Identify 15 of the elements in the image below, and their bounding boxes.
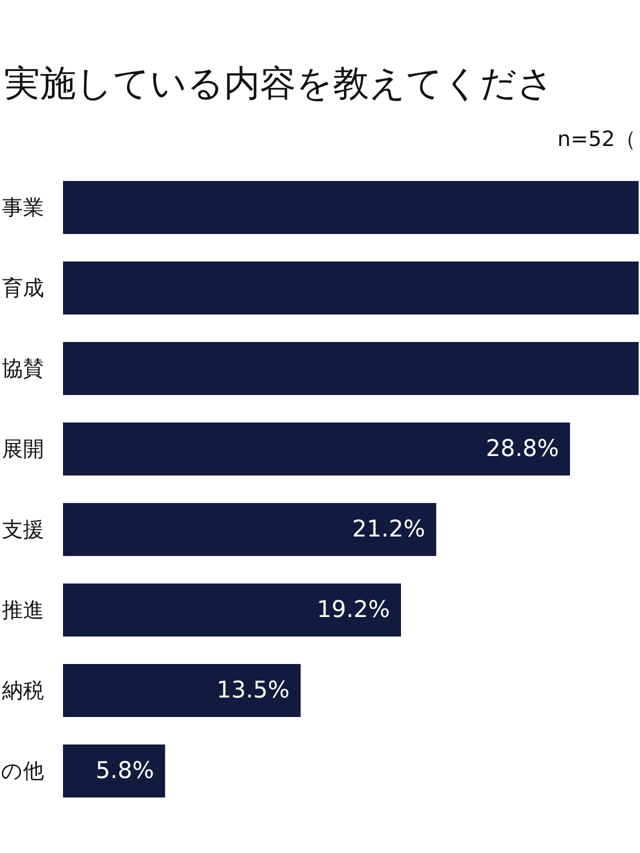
value-label: 5.8% — [96, 758, 154, 784]
title: 実施している内容を教えてくださ — [4, 64, 554, 104]
category-label: 納税 — [2, 678, 44, 702]
value-label: 13.5% — [216, 678, 290, 704]
category-label: 事業 — [2, 196, 44, 220]
value-label: 28.8% — [486, 436, 559, 462]
value-label: 19.2% — [316, 597, 390, 623]
category-label: 育成 — [2, 276, 44, 300]
category-label: 支援 — [2, 518, 44, 542]
category-label: の他 — [1, 759, 44, 783]
category-label: 協賛 — [2, 356, 44, 380]
category-label: 推進 — [2, 598, 44, 622]
value-label: 21.2% — [352, 516, 426, 542]
subtitle: n=52（ — [557, 127, 636, 151]
category-label: 展開 — [2, 437, 44, 461]
